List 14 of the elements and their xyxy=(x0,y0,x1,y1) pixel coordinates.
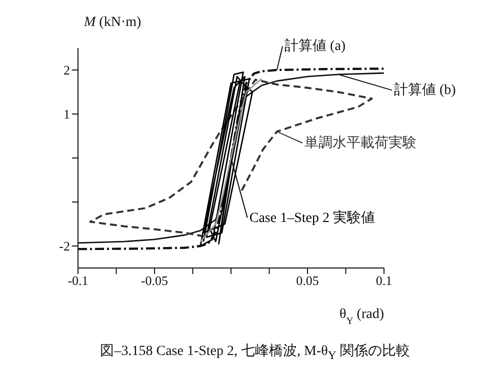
legend-label: 計算値 (b) xyxy=(394,82,456,98)
x-tick-label: -0.05 xyxy=(140,273,168,288)
x-tick-label: 0.05 xyxy=(296,273,319,288)
text: 図–3.158 Case 1-Step 2, 七峰橋波, M-θ$_{Y}$ 関係の比較 xyxy=(99,342,411,362)
y-tick-label: -2 xyxy=(59,238,70,254)
x-tick-label: 0.1 xyxy=(376,273,392,288)
legend-label: 単調水平載荷実験 xyxy=(304,135,416,151)
y-axis-title: M (kN·m) xyxy=(83,15,142,30)
x-tick-label: -0.1 xyxy=(68,273,88,288)
x-axis-title: θ$_{Y}$ (rad) xyxy=(340,307,384,326)
series-label: Case 1–Step 2 実験値 xyxy=(249,210,375,226)
series-label: 計算値 (a) xyxy=(284,38,346,54)
y-tick-label: 2 xyxy=(64,62,70,78)
y-tick-label: 1 xyxy=(64,106,70,122)
